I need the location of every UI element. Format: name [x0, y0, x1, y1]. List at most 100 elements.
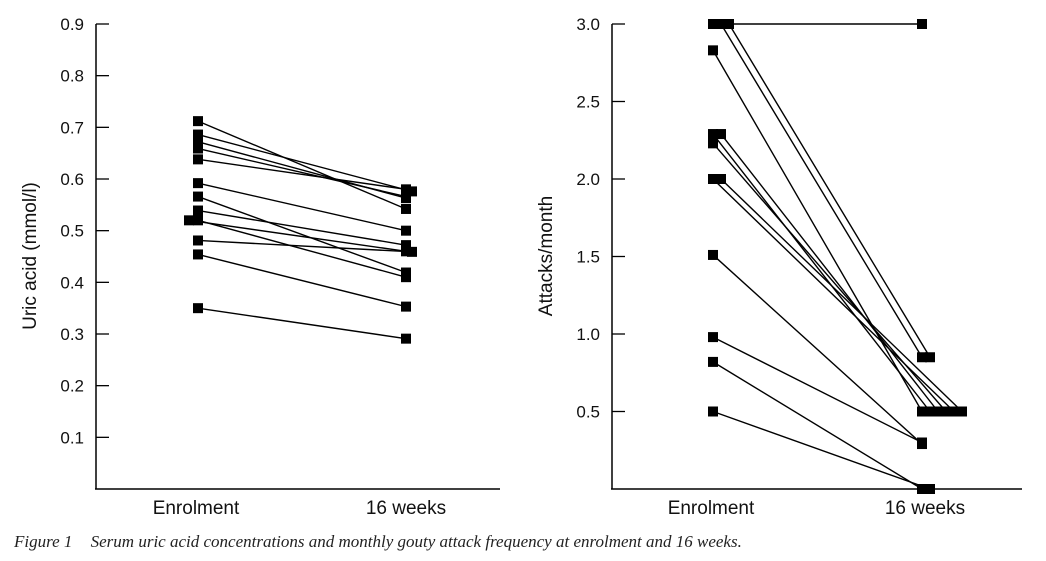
data-point-patient-2-16-weeks — [917, 352, 927, 363]
data-point-patient-6-enrolment — [193, 178, 203, 189]
y-tick-label: 0.9 — [60, 15, 84, 34]
data-point-patient-13-enrolment — [193, 303, 203, 314]
x-category-label-enrolment: Enrolment — [668, 498, 755, 519]
data-point-patient-3-16-weeks — [925, 352, 935, 363]
data-point-patient-5-16-weeks — [925, 406, 935, 417]
series-line-patient-4 — [712, 49, 923, 412]
x-category-label-16-weeks: 16 weeks — [885, 498, 965, 519]
y-axis-title: Uric acid (mmol/l) — [20, 182, 41, 330]
series-line-patient-2 — [720, 23, 923, 358]
y-tick-label: 0.6 — [60, 170, 84, 189]
y-ticks: 0.1 0.2 0.3 0.4 0.5 0.6 0.7 0.8 0.9 — [60, 15, 109, 447]
caption-text: Serum uric acid concentrations and month… — [90, 532, 742, 551]
series-line-patient-8 — [712, 178, 955, 413]
data-point-patient-7-enrolment — [193, 191, 203, 202]
figure-caption: Figure 1 Serum uric acid concentrations … — [14, 532, 742, 552]
data-point-patient-6-enrolment — [716, 129, 726, 140]
y-tick-label: 0.4 — [60, 273, 84, 292]
series-line-patient-9 — [720, 178, 963, 413]
data-point-patient-9-16-weeks — [957, 406, 967, 417]
figure-label: Figure 1 — [14, 532, 73, 551]
data-point-patient-10-enrolment — [193, 215, 203, 226]
series-line-patient-11 — [197, 239, 413, 253]
data-point-patient-1-enrolment — [193, 116, 203, 127]
y-tick-label: 1.0 — [576, 325, 600, 344]
data-point-patient-8-enrolment — [193, 205, 203, 216]
y-ticks: 0.5 1.0 1.5 2.0 2.5 3.0 — [576, 15, 625, 422]
y-tick-label: 0.3 — [60, 325, 84, 344]
data-point-patient-11-16-weeks — [407, 246, 417, 257]
data-point-patient-12-enrolment — [193, 249, 203, 260]
series-lines — [712, 23, 963, 490]
y-tick-label: 0.5 — [576, 403, 600, 422]
y-tick-label: 0.2 — [60, 377, 84, 396]
data-point-patient-5-16-weeks — [401, 184, 411, 195]
series-line-patient-13 — [197, 307, 407, 340]
series-line-patient-10 — [712, 254, 923, 445]
data-point-patient-13-16-weeks — [925, 484, 935, 494]
data-point-patient-11-16-weeks — [917, 437, 927, 448]
series-markers — [708, 19, 967, 494]
series-line-patient-10 — [197, 219, 407, 278]
y-tick-label: 0.1 — [60, 428, 84, 447]
series-line-patient-9 — [188, 219, 407, 253]
data-point-patient-9-enrolment — [184, 215, 194, 226]
data-point-patient-12-enrolment — [708, 356, 718, 367]
data-point-patient-5-enrolment — [193, 154, 203, 165]
data-point-patient-9-enrolment — [716, 174, 726, 184]
y-axis-title: Attacks/month — [536, 196, 557, 316]
series-line-patient-5 — [712, 133, 931, 412]
series-line-patient-2 — [197, 133, 413, 193]
series-line-patient-7 — [712, 142, 947, 412]
series-line-patient-13 — [712, 410, 931, 490]
series-line-patient-12 — [197, 253, 407, 308]
series-line-patient-5 — [197, 158, 407, 191]
data-point-patient-6-16-weeks — [933, 406, 943, 417]
data-point-patient-1-16-weeks — [401, 203, 411, 214]
data-point-patient-3-enrolment — [724, 19, 734, 29]
series-line-patient-6 — [720, 133, 939, 412]
data-point-patient-9-16-weeks — [401, 246, 411, 257]
data-point-patient-11-enrolment — [708, 332, 718, 343]
series-line-patient-12 — [712, 361, 923, 490]
y-tick-label: 0.8 — [60, 67, 84, 86]
series-line-patient-7 — [197, 195, 407, 274]
x-category-label-enrolment: Enrolment — [153, 498, 240, 519]
data-point-patient-10-16-weeks — [401, 272, 411, 283]
data-point-patient-1-16-weeks — [917, 19, 927, 29]
data-point-patient-11-enrolment — [193, 235, 203, 246]
data-point-patient-6-16-weeks — [401, 225, 411, 236]
series-line-patient-4 — [197, 147, 407, 198]
series-line-patient-11 — [712, 336, 923, 444]
data-point-patient-13-enrolment — [708, 406, 718, 417]
data-point-patient-10-enrolment — [708, 249, 718, 260]
data-point-patient-2-enrolment — [716, 19, 726, 29]
data-point-patient-7-enrolment — [708, 138, 718, 149]
series-line-patient-6 — [197, 182, 407, 232]
data-point-patient-3-enrolment — [193, 136, 203, 147]
data-point-patient-1-enrolment — [708, 19, 718, 29]
uric-acid-chart: 0.1 0.2 0.3 0.4 0.5 0.6 0.7 0.8 0.9 Uric acid (m… — [20, 15, 500, 519]
y-tick-label: 1.5 — [576, 248, 600, 267]
data-point-patient-7-16-weeks — [941, 406, 951, 417]
data-point-patient-2-16-weeks — [407, 186, 417, 197]
y-tick-label: 2.0 — [576, 170, 600, 189]
y-tick-label: 0.5 — [60, 222, 84, 241]
y-tick-label: 0.7 — [60, 118, 84, 137]
x-category-label-16-weeks: 16 weeks — [366, 498, 446, 519]
series-line-patient-3 — [728, 23, 931, 358]
series-lines — [188, 120, 413, 340]
data-point-patient-8-enrolment — [708, 174, 718, 184]
data-point-patient-4-enrolment — [708, 45, 718, 56]
data-point-patient-4-16-weeks — [917, 406, 927, 417]
attacks-per-month-chart: 0.5 1.0 1.5 2.0 2.5 3.0 Attacks/month Enrolme… — [536, 15, 1022, 519]
data-point-patient-12-16-weeks — [401, 301, 411, 312]
series-line-patient-8 — [197, 209, 407, 246]
y-tick-label: 2.5 — [576, 93, 600, 112]
data-point-patient-12-16-weeks — [917, 484, 927, 494]
data-point-patient-5-enrolment — [708, 129, 718, 140]
data-point-patient-2-enrolment — [193, 129, 203, 140]
data-point-patient-8-16-weeks — [949, 406, 959, 417]
data-point-patient-4-enrolment — [193, 143, 203, 154]
